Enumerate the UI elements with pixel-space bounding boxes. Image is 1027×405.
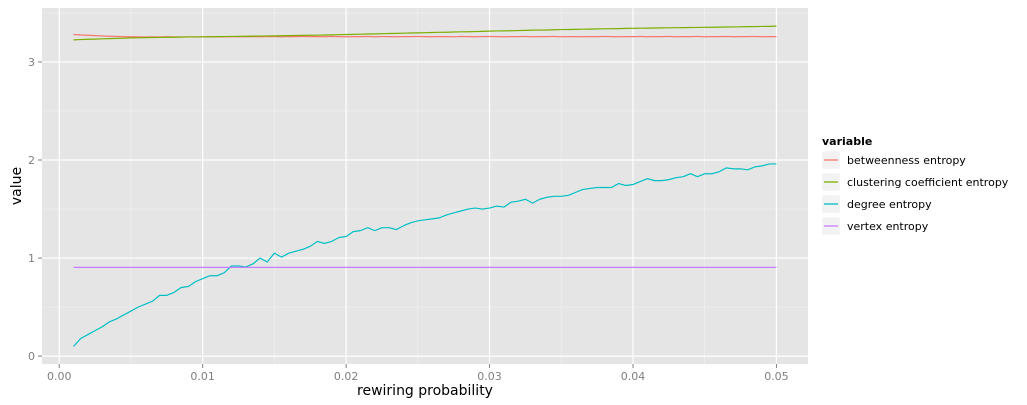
series-line-degree-entropy — [73, 163, 777, 347]
y-tick-label: 0 — [28, 350, 35, 363]
y-tick-label: 1 — [28, 252, 35, 265]
x-tick-label: 0.03 — [477, 370, 502, 383]
y-tick-label: 2 — [28, 154, 35, 167]
x-tick-label: 0.00 — [47, 370, 72, 383]
major-grid — [42, 8, 808, 364]
legend-label-degree-entropy: degree entropy — [847, 198, 932, 211]
x-axis-ticks: 0.00 0.01 0.02 0.03 0.04 0.05 — [47, 364, 789, 383]
x-tick-label: 0.05 — [764, 370, 789, 383]
legend-label-clustering-coefficient-entropy: clustering coefficient entropy — [847, 176, 1009, 189]
legend-label-vertex-entropy: vertex entropy — [847, 220, 929, 233]
plot-panel — [42, 8, 808, 364]
x-tick-label: 0.04 — [621, 370, 646, 383]
legend: variable betweenness entropy clustering c… — [821, 135, 1009, 236]
minor-grid — [42, 8, 808, 364]
series-line-clustering-coefficient-entropy — [73, 25, 777, 41]
x-tick-label: 0.02 — [334, 370, 359, 383]
x-axis-title: rewiring probability — [357, 383, 493, 399]
series-lines — [73, 25, 777, 347]
x-tick-label: 0.01 — [190, 370, 215, 383]
y-axis-ticks: 0 1 2 3 — [28, 56, 42, 363]
legend-title: variable — [822, 135, 872, 148]
y-tick-label: 3 — [28, 56, 35, 69]
legend-label-betweenness-entropy: betweenness entropy — [847, 154, 966, 167]
y-axis-title: value — [9, 167, 25, 205]
